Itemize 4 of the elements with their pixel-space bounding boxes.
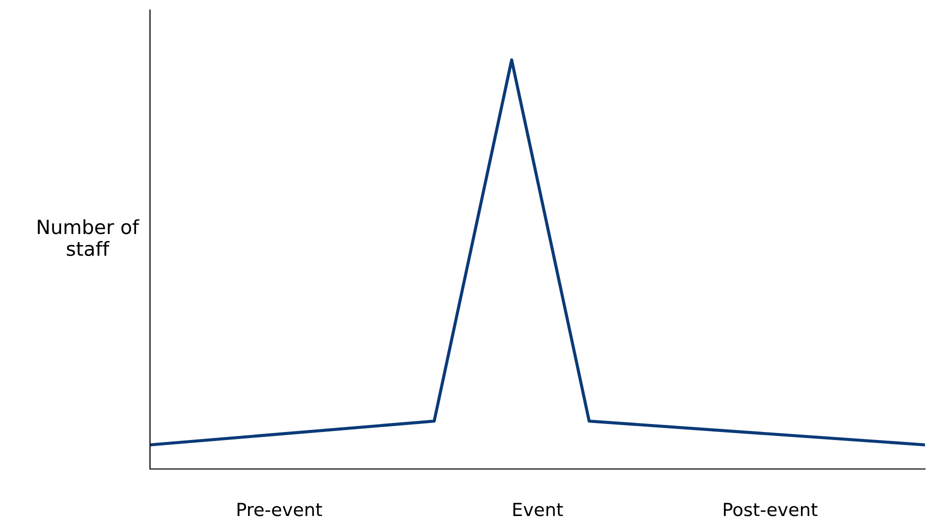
- x-tick-label: Pre-event: [238, 502, 322, 516]
- x-tick-label: Event: [513, 502, 563, 516]
- y-axis-title: Number of staff: [38, 219, 140, 256]
- x-tick-label: Post-event: [724, 502, 818, 516]
